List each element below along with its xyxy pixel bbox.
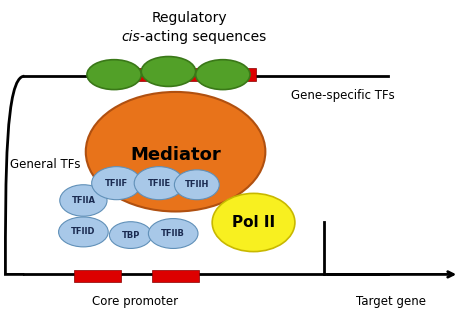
- Text: Target gene: Target gene: [356, 295, 426, 308]
- Ellipse shape: [196, 60, 250, 89]
- Text: Regulatory: Regulatory: [152, 11, 228, 25]
- Ellipse shape: [134, 167, 184, 200]
- Text: TFIIH: TFIIH: [185, 180, 209, 189]
- Ellipse shape: [87, 60, 141, 89]
- Text: TFIID: TFIID: [71, 228, 96, 236]
- Ellipse shape: [148, 219, 198, 248]
- Ellipse shape: [141, 57, 196, 86]
- Ellipse shape: [109, 222, 152, 248]
- Bar: [152, 270, 199, 282]
- Text: TFIIA: TFIIA: [72, 196, 95, 205]
- Bar: [166, 68, 204, 81]
- Text: TFIIE: TFIIE: [147, 179, 171, 188]
- Text: General TFs: General TFs: [10, 158, 81, 171]
- Bar: [218, 68, 256, 81]
- Text: Gene-specific TFs: Gene-specific TFs: [292, 88, 395, 101]
- Ellipse shape: [60, 185, 107, 216]
- Ellipse shape: [86, 92, 265, 211]
- Ellipse shape: [212, 193, 295, 252]
- Text: TFIIB: TFIIB: [161, 229, 185, 238]
- Text: TBP: TBP: [121, 231, 140, 240]
- Ellipse shape: [174, 170, 219, 200]
- Text: Core promoter: Core promoter: [92, 295, 178, 308]
- Text: Mediator: Mediator: [130, 146, 221, 164]
- Bar: [74, 270, 121, 282]
- Ellipse shape: [91, 167, 141, 200]
- Text: TFIIF: TFIIF: [105, 179, 128, 188]
- Ellipse shape: [59, 217, 108, 247]
- Bar: [109, 68, 147, 81]
- Text: cis: cis: [121, 30, 140, 44]
- Text: -acting sequences: -acting sequences: [140, 30, 266, 44]
- Text: Pol II: Pol II: [232, 215, 275, 230]
